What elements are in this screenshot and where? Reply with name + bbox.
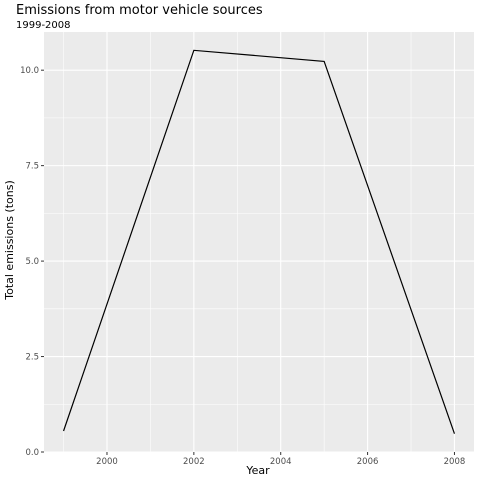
- y-tick-label: 7.5: [25, 162, 39, 172]
- x-tick-label: 2008: [444, 457, 466, 467]
- y-axis-title: Total emissions (tons): [3, 180, 16, 301]
- y-tick-label: 2.5: [25, 353, 39, 363]
- x-axis: 2000 2002 2004 2006 2008: [96, 452, 465, 467]
- x-tick-label: 2000: [96, 457, 118, 467]
- chart-title: Emissions from motor vehicle sources: [16, 3, 263, 18]
- y-tick-label: 5.0: [25, 257, 39, 267]
- x-tick-label: 2006: [357, 457, 379, 467]
- series-layer: [62, 49, 456, 434]
- x-tick-label: 2002: [183, 457, 205, 467]
- series-line: [62, 49, 456, 434]
- y-tick-label: 0.0: [25, 448, 39, 458]
- plot-panel: [44, 32, 474, 452]
- grid-major-lines: [44, 32, 474, 453]
- grid-minor-lines: [44, 32, 474, 452]
- x-tick-label: 2004: [270, 457, 292, 467]
- y-tick-label: 10.0: [20, 66, 39, 76]
- x-axis-title: Year: [245, 464, 270, 477]
- chart-subtitle: 1999-2008: [16, 20, 71, 31]
- y-axis: 0.0 2.5 5.0 7.5 10.0: [20, 66, 44, 458]
